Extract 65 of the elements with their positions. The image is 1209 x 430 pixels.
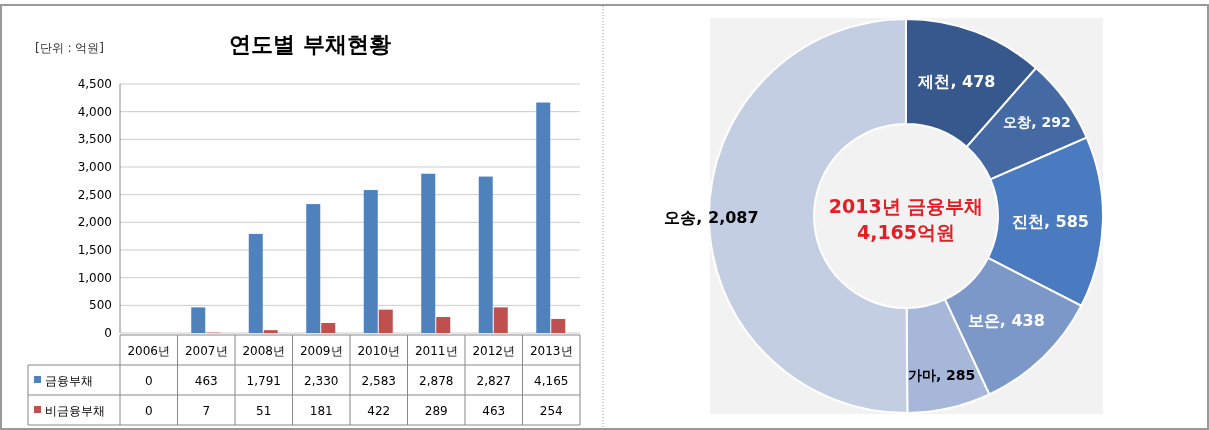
data-label: 422 xyxy=(367,404,391,418)
y-tick-label: 0 xyxy=(104,326,112,340)
y-tick-label: 4,500 xyxy=(77,77,112,91)
data-label: 463 xyxy=(482,404,506,418)
bar xyxy=(248,233,263,333)
y-tick-label: 500 xyxy=(89,298,112,313)
data-label: , 438 xyxy=(999,311,1045,331)
slice-label: 제천 xyxy=(917,71,951,91)
bar xyxy=(378,309,393,333)
slice-label: 가마 xyxy=(907,367,936,384)
chart-title: 연도별 부채현황 xyxy=(229,32,391,57)
data-label: 0 xyxy=(144,374,153,388)
x-tick-label: 2009년 xyxy=(299,344,343,358)
bar xyxy=(263,330,278,333)
data-label: , 585 xyxy=(1043,211,1089,231)
data-label: 1,791 xyxy=(246,374,281,388)
data-label: 254 xyxy=(539,404,563,418)
bar xyxy=(321,322,336,333)
data-label: , 2,087 xyxy=(696,207,759,227)
bar xyxy=(493,307,508,333)
bar xyxy=(436,317,451,333)
x-tick-label: 2008년 xyxy=(242,344,286,358)
legend-label: 금융부채 xyxy=(45,374,93,388)
bar xyxy=(478,176,493,333)
y-tick-label: 2,000 xyxy=(77,215,112,230)
data-label: , 478 xyxy=(950,71,996,91)
x-tick-label: 2010년 xyxy=(357,344,401,358)
slice-label: 오창 xyxy=(1003,113,1032,130)
data-label: 2,827 xyxy=(476,374,511,388)
data-label: 7 xyxy=(202,404,211,418)
slice-label: 보은 xyxy=(967,311,1000,331)
data-label: 2,583 xyxy=(361,374,396,388)
x-tick-label: 2012년 xyxy=(472,344,516,358)
slice-label: 진천 xyxy=(1011,211,1044,231)
y-tick-label: 1,500 xyxy=(77,243,112,257)
y-tick-label: 3,500 xyxy=(77,132,112,147)
y-tick-label: 1,000 xyxy=(77,270,112,285)
data-label: 0 xyxy=(144,404,153,418)
bar xyxy=(363,190,378,333)
bar xyxy=(306,204,321,333)
data-label: 2,330 xyxy=(304,374,339,388)
bar xyxy=(536,102,551,333)
y-tick-label: 2,500 xyxy=(77,187,112,202)
data-label: 463 xyxy=(194,374,218,388)
bar xyxy=(421,173,436,333)
text: 2013년 금융부채 xyxy=(828,195,984,217)
data-label: 4,165 xyxy=(534,374,569,388)
x-tick-label: 2006년 xyxy=(127,344,171,358)
data-label: , 292 xyxy=(1031,113,1071,130)
text: 4,165억원 xyxy=(856,221,956,243)
slice-label: 오송 xyxy=(664,207,697,227)
data-label: 51 xyxy=(256,404,272,418)
y-tick-label: 3,000 xyxy=(77,160,112,174)
data-label: , 285 xyxy=(935,367,976,384)
data-label: 289 xyxy=(424,404,448,418)
text: [단위 : 억원] xyxy=(35,41,105,55)
data-label: 2,878 xyxy=(419,374,454,388)
x-tick-label: 2007년 xyxy=(184,344,228,358)
bar xyxy=(551,318,566,333)
data-label: 181 xyxy=(309,404,333,418)
legend-label: 비금융부채 xyxy=(45,404,105,418)
bar xyxy=(191,307,206,333)
y-tick-label: 4,000 xyxy=(77,104,112,119)
x-tick-label: 2011년 xyxy=(414,344,458,358)
x-tick-label: 2013년 xyxy=(529,344,573,358)
